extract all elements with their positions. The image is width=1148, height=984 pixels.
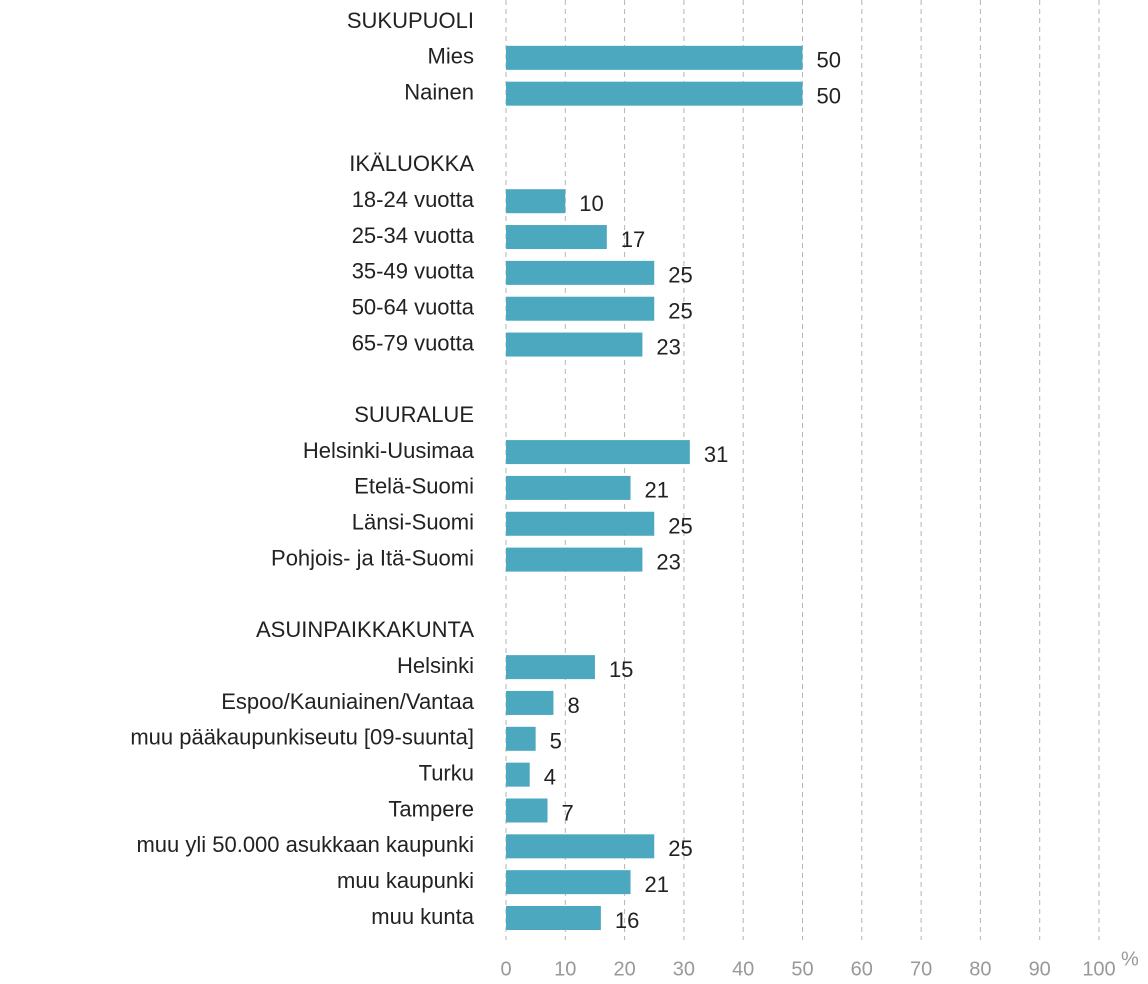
value-label: 4: [544, 764, 556, 789]
category-label: 35-49 vuotta: [352, 259, 475, 284]
x-tick-label: 70: [910, 958, 932, 980]
bar: [506, 475, 631, 500]
bar: [506, 547, 643, 572]
category-label: Tampere: [388, 796, 474, 821]
category-label: 65-79 vuotta: [352, 330, 475, 355]
value-label: 7: [562, 800, 574, 825]
value-label: 8: [567, 693, 579, 718]
category-label: Turku: [419, 760, 474, 785]
value-label: 25: [668, 836, 692, 861]
category-label: IKÄLUOKKA: [349, 151, 474, 176]
bar: [506, 690, 554, 715]
bar: [506, 81, 803, 106]
category-label: Nainen: [404, 79, 474, 104]
category-label: Espoo/Kauniainen/Vantaa: [221, 689, 475, 714]
value-label: 15: [609, 657, 633, 682]
x-unit-label: %: [1121, 948, 1139, 970]
category-label: 25-34 vuotta: [352, 223, 475, 248]
category-label: 50-64 vuotta: [352, 295, 475, 320]
category-label: Länsi-Suomi: [352, 510, 474, 535]
value-label: 23: [656, 549, 680, 574]
value-label: 23: [656, 334, 680, 359]
x-tick-label: 0: [500, 958, 511, 980]
value-label: 25: [668, 514, 692, 539]
value-label: 5: [550, 729, 562, 754]
value-label: 31: [704, 442, 728, 467]
value-label: 50: [817, 48, 841, 73]
category-label: ASUINPAIKKAKUNTA: [256, 617, 474, 642]
bar: [506, 332, 643, 357]
category-label: Mies: [428, 44, 474, 69]
category-label: Helsinki-Uusimaa: [303, 438, 475, 463]
category-label: muu pääkaupunkiseutu [09-suunta]: [130, 725, 474, 750]
bar: [506, 440, 690, 465]
category-label: Etelä-Suomi: [354, 474, 474, 499]
bar: [506, 655, 595, 680]
category-label: SUURALUE: [354, 402, 474, 427]
value-label: 16: [615, 908, 639, 933]
x-tick-label: 20: [613, 958, 635, 980]
value-label: 10: [579, 191, 603, 216]
bar: [506, 798, 548, 823]
x-tick-label: 80: [969, 958, 991, 980]
value-label: 21: [645, 872, 669, 897]
category-label: Helsinki: [397, 653, 474, 678]
category-label: muu kaupunki: [337, 868, 474, 893]
bar: [506, 511, 655, 536]
x-tick-label: 10: [554, 958, 576, 980]
value-label: 50: [817, 83, 841, 108]
bar: [506, 45, 803, 70]
x-tick-label: 90: [1029, 958, 1051, 980]
category-label: SUKUPUOLI: [347, 8, 474, 33]
category-label: 18-24 vuotta: [352, 187, 475, 212]
bar: [506, 225, 607, 250]
bar: [506, 189, 566, 214]
bar: [506, 296, 655, 321]
bar: [506, 906, 601, 930]
x-tick-label: 50: [791, 958, 813, 980]
x-tick-label: 100: [1082, 958, 1115, 980]
value-label: 25: [668, 299, 692, 324]
bar: [506, 762, 530, 787]
x-tick-label: 60: [851, 958, 873, 980]
category-label: muu kunta: [371, 904, 474, 929]
x-tick-label: 40: [732, 958, 754, 980]
value-label: 21: [645, 478, 669, 503]
value-label: 17: [621, 227, 645, 252]
bar: [506, 834, 655, 859]
bar: [506, 260, 655, 285]
category-label: muu yli 50.000 asukkaan kaupunki: [136, 832, 474, 857]
x-tick-label: 30: [673, 958, 695, 980]
bar: [506, 726, 536, 751]
value-label: 25: [668, 263, 692, 288]
bar: [506, 870, 631, 895]
category-label: Pohjois- ja Itä-Suomi: [271, 545, 474, 570]
